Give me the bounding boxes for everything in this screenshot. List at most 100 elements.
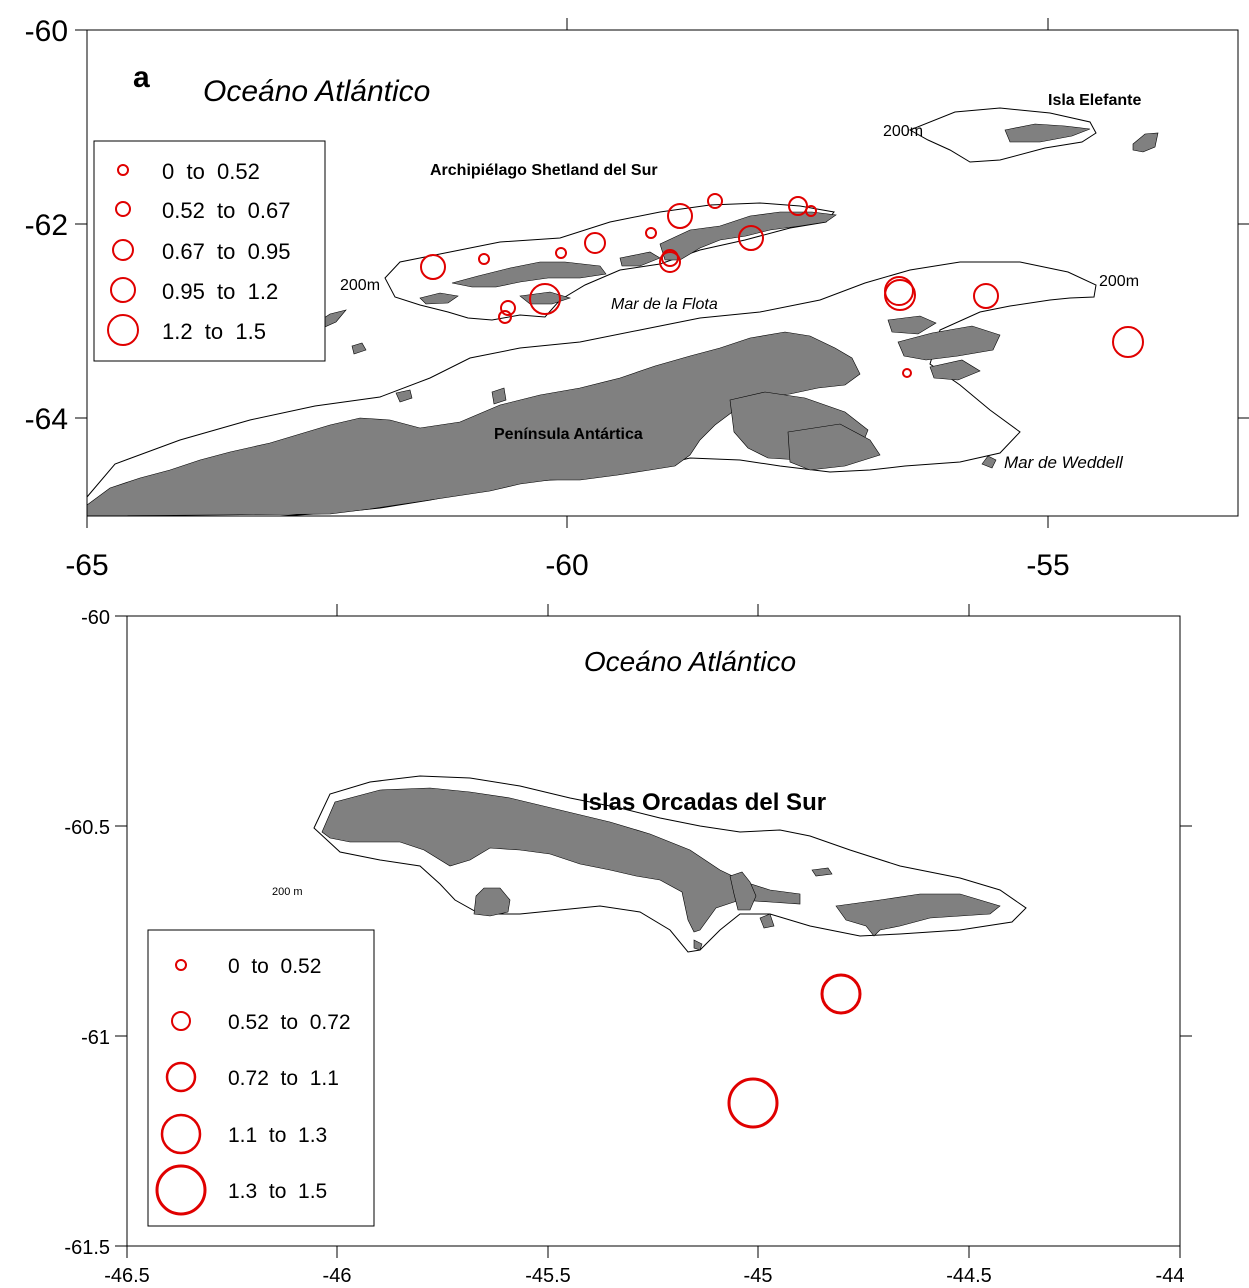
legend-symbol (117, 164, 129, 176)
archipelago-label: Archipiélago Shetland del Sur (430, 162, 658, 179)
station-symbol (667, 203, 693, 229)
y-tick-label: -64 (25, 403, 68, 436)
x-tick-label: -44 (1156, 1265, 1185, 1287)
legend-symbol (115, 201, 131, 217)
legend-label: 0.95 to 1.2 (162, 279, 278, 304)
station-symbols-b (727, 973, 862, 1129)
legend-b: 0 to 0.52 0.52 to 0.72 0.72 to 1.1 1.1 t… (147, 929, 375, 1227)
ticks-b (115, 604, 1192, 1258)
y-tick-label: -62 (25, 209, 68, 242)
x-tick-label: -44.5 (946, 1265, 992, 1287)
x-tick-label: -45 (744, 1265, 773, 1287)
station-symbol (500, 300, 516, 316)
legend-label: 1.3 to 1.5 (228, 1180, 327, 1203)
land-island-d (929, 359, 981, 381)
ocean-label: Oceáno Atlántico (203, 75, 430, 108)
frame-a (86, 29, 1239, 517)
y-tick-label: -61.5 (64, 1237, 110, 1259)
land-masses-b (321, 787, 1001, 951)
peninsula-label: Península Antártica (494, 426, 643, 443)
isobath-label: 200m (883, 123, 923, 140)
panel-letter: a (133, 61, 150, 94)
land-island-e (887, 315, 937, 335)
station-symbol (738, 225, 764, 251)
land-shetland-east (659, 211, 837, 261)
station-symbol (584, 232, 606, 254)
station-symbol (420, 254, 446, 280)
station-symbol (529, 283, 561, 315)
station-symbol (902, 368, 912, 378)
x-tick-label: -60 (545, 549, 588, 582)
land-small-2 (395, 389, 413, 403)
land-elephant (1004, 123, 1091, 143)
station-symbol (707, 193, 723, 209)
legend-symbol (107, 314, 139, 346)
legend-symbol (110, 277, 136, 303)
land-orcadas-mid (729, 871, 757, 911)
land-orcadas-main (321, 787, 801, 933)
x-tick-label: -46.5 (104, 1265, 150, 1287)
legend-symbol (165, 1061, 197, 1093)
legend-label: 0.67 to 0.95 (162, 239, 290, 264)
panel-a: -65 -60 -55 -60 -62 -64 a Oceáno Atlánti… (25, 15, 1249, 582)
land-orcadas-east (835, 893, 1001, 937)
legend-label: 1.2 to 1.5 (162, 319, 266, 344)
station-symbol (498, 310, 512, 324)
station-symbol (820, 973, 862, 1015)
station-symbol (727, 1077, 779, 1129)
land-shetland-mid (451, 261, 607, 288)
legend-a: 0 to 0.52 0.52 to 0.67 0.67 to 0.95 0.95… (93, 140, 326, 362)
station-symbol (884, 279, 916, 311)
panel-b: -60 -60.5 -61 -61.5 -46.5 -46 -45.5 -45 … (64, 604, 1192, 1287)
land-shetland-west (419, 292, 459, 305)
islands-label: Islas Orcadas del Sur (582, 789, 826, 816)
isobath-label: 200 m (272, 886, 303, 898)
frame-b (126, 615, 1181, 1247)
station-symbol (788, 196, 808, 216)
land-orcadas-small3 (693, 939, 703, 951)
land-shetland-isl2 (619, 251, 661, 267)
land-small-4 (491, 387, 507, 405)
weddell-sea-label: Mar de Weddell (1004, 453, 1124, 472)
land-masses-a (86, 123, 1159, 517)
legend-symbol (175, 959, 187, 971)
station-symbol (973, 283, 999, 309)
station-symbol (555, 247, 567, 259)
x-tick-label: -65 (65, 549, 108, 582)
ocean-label: Oceáno Atlántico (584, 646, 796, 677)
y-tick-label: -60 (25, 15, 68, 48)
x-tick-label: -45.5 (525, 1265, 571, 1287)
legend-label: 1.1 to 1.3 (228, 1124, 327, 1147)
isobath-contour-elephant (908, 107, 1097, 163)
station-symbol (1112, 326, 1144, 358)
legend-label: 0 to 0.52 (162, 159, 260, 184)
legend-symbol (112, 239, 134, 261)
station-symbol (645, 227, 657, 239)
isobath-label: 200m (1099, 273, 1139, 290)
x-tick-label: -55 (1026, 549, 1069, 582)
land-island-b (787, 423, 881, 471)
y-tick-label: -60.5 (64, 817, 110, 839)
station-symbol (884, 276, 914, 306)
fleet-sea-label: Mar de la Flota (611, 296, 718, 313)
land-island-c (897, 325, 1001, 361)
land-small-3 (981, 455, 997, 469)
isobath-label: 200m (340, 277, 380, 294)
land-clarence (1132, 132, 1159, 153)
legend-symbol (171, 1011, 191, 1031)
land-orcadas-small2 (811, 867, 833, 877)
land-orcadas-south (473, 887, 511, 917)
land-peninsula-main (86, 331, 861, 517)
land-small-1 (351, 342, 367, 355)
legend-label: 0.52 to 0.72 (228, 1011, 351, 1034)
land-shetland-isl (519, 291, 571, 305)
isobath-contour-shetland (384, 202, 835, 321)
elephant-island-label: Isla Elefante (1048, 92, 1141, 109)
station-symbol (661, 249, 679, 267)
station-symbols-a (420, 193, 1144, 378)
y-tick-label: -60 (81, 607, 110, 629)
legend-box (147, 929, 375, 1227)
ticks-a (75, 18, 1249, 528)
y-tick-label: -61 (81, 1027, 110, 1049)
